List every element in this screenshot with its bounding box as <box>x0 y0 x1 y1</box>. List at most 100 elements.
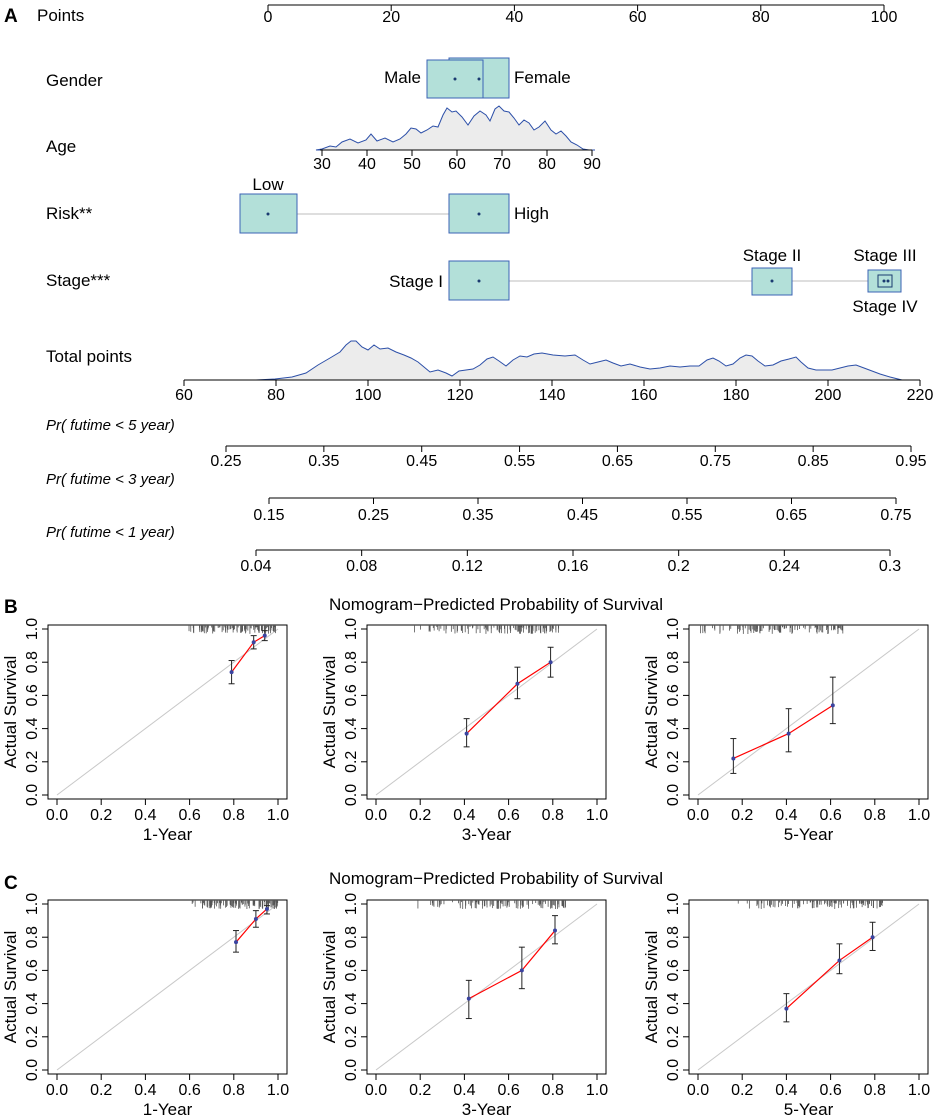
y-tick-label: 1.0 <box>343 893 360 915</box>
age-tick-label: 40 <box>358 156 376 173</box>
calibration-point <box>251 640 256 645</box>
calibration-point <box>466 996 471 1001</box>
stage-iv-point <box>886 279 890 283</box>
prob-3y-tick-label: 0.75 <box>880 507 911 524</box>
age-tick-label: 60 <box>448 156 466 173</box>
points-tick-label: 40 <box>506 9 524 26</box>
x-tick-label: 0.6 <box>497 1082 519 1099</box>
age-tick-label: 80 <box>538 156 556 173</box>
y-axis-label: Actual Survival <box>320 931 339 1043</box>
panel-letter-a: A <box>4 6 18 27</box>
stage-ii-point <box>770 279 774 283</box>
calibration-point <box>548 660 553 665</box>
diagonal-reference <box>697 903 920 1071</box>
prob-1y-tick-label: 0.3 <box>879 558 901 575</box>
y-tick-label: 1.0 <box>665 893 682 915</box>
risk-high-label: High <box>514 204 549 223</box>
y-axis-label: Actual Survival <box>642 656 661 768</box>
prob-5y-tick-label: 0.65 <box>602 453 633 470</box>
calibration-point <box>786 731 791 736</box>
prob-1y-tick-label: 0.2 <box>668 558 690 575</box>
prob-3y-ticks: 0.15 0.25 0.35 0.45 0.55 0.65 0.75 <box>253 498 912 524</box>
risk-high-point <box>477 212 481 216</box>
x-tick-label: 1.0 <box>908 1082 930 1099</box>
prob-5y-label: Pr( futime < 5 year) <box>46 417 175 434</box>
x-tick-label: 0.2 <box>409 807 431 824</box>
diagonal-reference <box>375 903 598 1071</box>
total-points-label: Total points <box>46 347 132 366</box>
x-tick-label: 1.0 <box>586 1082 608 1099</box>
prediction-rug <box>414 625 560 634</box>
prediction-rug <box>737 900 883 909</box>
age-label: Age <box>46 137 76 156</box>
y-tick-label: 0.8 <box>24 651 41 673</box>
total-points-tick-label: 60 <box>175 387 193 404</box>
y-tick-label: 0.6 <box>343 684 360 706</box>
calibration-point <box>837 958 842 963</box>
prediction-rug <box>700 625 844 634</box>
x-tick-label: 0.0 <box>687 807 709 824</box>
calibration-plot-c-3-year: 0.00.20.40.60.81.00.0 0.2 0.4 0.6 0.8 1.0Actu… <box>320 893 608 1119</box>
calibration-line <box>468 930 556 1000</box>
calibration-point <box>515 681 520 686</box>
prob-5y-tick-label: 0.55 <box>504 453 535 470</box>
gender-female-label: Female <box>514 68 571 87</box>
prob-1y-tick-label: 0.16 <box>557 558 588 575</box>
y-tick-label: 0.6 <box>24 684 41 706</box>
calibration-point <box>464 731 469 736</box>
x-tick-label: 0.4 <box>134 807 156 824</box>
calibration-point <box>519 968 524 973</box>
calibration-point <box>229 670 234 675</box>
diagonal-reference <box>56 628 279 796</box>
y-tick-label: 0.4 <box>665 717 682 739</box>
age-tick-label: 30 <box>313 156 331 173</box>
prob-5y-tick-label: 0.45 <box>406 453 437 470</box>
points-tick-label: 100 <box>871 9 898 26</box>
prob-1y-label: Pr( futime < 1 year) <box>46 524 175 541</box>
y-tick-label: 0.6 <box>343 959 360 981</box>
prob-1y-tick-label: 0.24 <box>769 558 800 575</box>
calibration-point <box>553 928 558 933</box>
total-points-ticks: 60 80 100 120 140 160 180 200 220 <box>175 380 933 404</box>
prob-1y-tick-label: 0.04 <box>240 558 271 575</box>
prob-3y-tick-label: 0.55 <box>671 507 702 524</box>
x-tick-label: 0.8 <box>223 1082 245 1099</box>
x-tick-label: 0.8 <box>542 807 564 824</box>
gender-male-point <box>453 77 457 81</box>
age-density <box>315 105 595 151</box>
x-tick-label: 0.2 <box>731 807 753 824</box>
gender-female-point <box>477 77 481 81</box>
plot-frame <box>688 899 929 1075</box>
total-points-tick-label: 140 <box>539 387 566 404</box>
risk-label: Risk** <box>46 204 93 223</box>
nomogram: Points 0 20 40 60 80 100 Gender Male Female A… <box>37 4 933 575</box>
calibration-point <box>731 756 736 761</box>
total-points-density <box>255 340 903 381</box>
stage-i-point <box>477 279 481 283</box>
prob-5y-tick-label: 0.75 <box>700 453 731 470</box>
gender-male-label: Male <box>384 68 421 87</box>
x-tick-label: 0.4 <box>775 807 797 824</box>
y-axis-label: Actual Survival <box>1 656 20 768</box>
prediction-rug <box>188 625 276 634</box>
age-ticks: 30 40 50 60 70 80 90 <box>313 150 601 173</box>
x-tick-label: 0.4 <box>134 1082 156 1099</box>
x-tick-label: 0.6 <box>819 1082 841 1099</box>
panel-letter-b: B <box>4 597 18 618</box>
y-tick-label: 0.8 <box>24 926 41 948</box>
y-tick-label: 0.8 <box>343 651 360 673</box>
prob-5y-tick-label: 0.95 <box>895 453 926 470</box>
x-tick-label: 1.0 <box>267 807 289 824</box>
y-tick-label: 0.8 <box>343 926 360 948</box>
calibration-point <box>253 916 258 921</box>
total-points-tick-label: 120 <box>447 387 474 404</box>
diagonal-reference <box>375 628 598 796</box>
y-tick-label: 0.2 <box>24 1026 41 1048</box>
total-points-tick-label: 80 <box>267 387 285 404</box>
y-tick-label: 0.2 <box>665 751 682 773</box>
prob-5y-ticks: 0.25 0.35 0.45 0.55 0.65 0.75 0.85 0.95 <box>210 446 927 470</box>
y-tick-label: 0.4 <box>24 992 41 1014</box>
y-tick-label: 0.4 <box>343 717 360 739</box>
x-tick-label: 0.6 <box>178 1082 200 1099</box>
